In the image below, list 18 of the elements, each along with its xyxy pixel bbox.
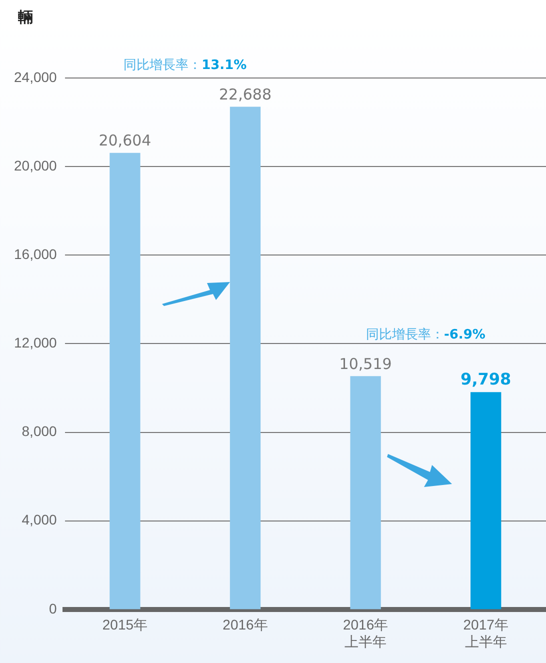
x-tick-label: 2016年 [222, 616, 268, 633]
text: 同比增長率：13.1% [124, 57, 247, 74]
y-tick-label: 16,000 [14, 246, 58, 262]
y-tick-label: 4,000 [22, 512, 58, 528]
y-axis-title: 輛 [18, 8, 33, 27]
x-tick-label: 2016年上半年 [342, 616, 388, 650]
annotation: 同比增長率：-6.9% [366, 326, 486, 342]
y-tick-label: 12,000 [14, 334, 58, 351]
x-tick-label: 2015年 [102, 616, 148, 633]
data-label: 22,688 [219, 85, 272, 104]
y-tick-label: 8,000 [22, 423, 58, 440]
x-tick-label: 2017年上半年 [463, 616, 508, 650]
y-tick-label: 0 [49, 600, 58, 616]
data-label: 9,798 [460, 370, 512, 389]
data-label: 20,604 [98, 132, 152, 150]
y-tick-label: 20,000 [14, 157, 58, 174]
y-tick-label: 24,000 [14, 68, 58, 85]
data-label: 10,519 [339, 354, 392, 373]
